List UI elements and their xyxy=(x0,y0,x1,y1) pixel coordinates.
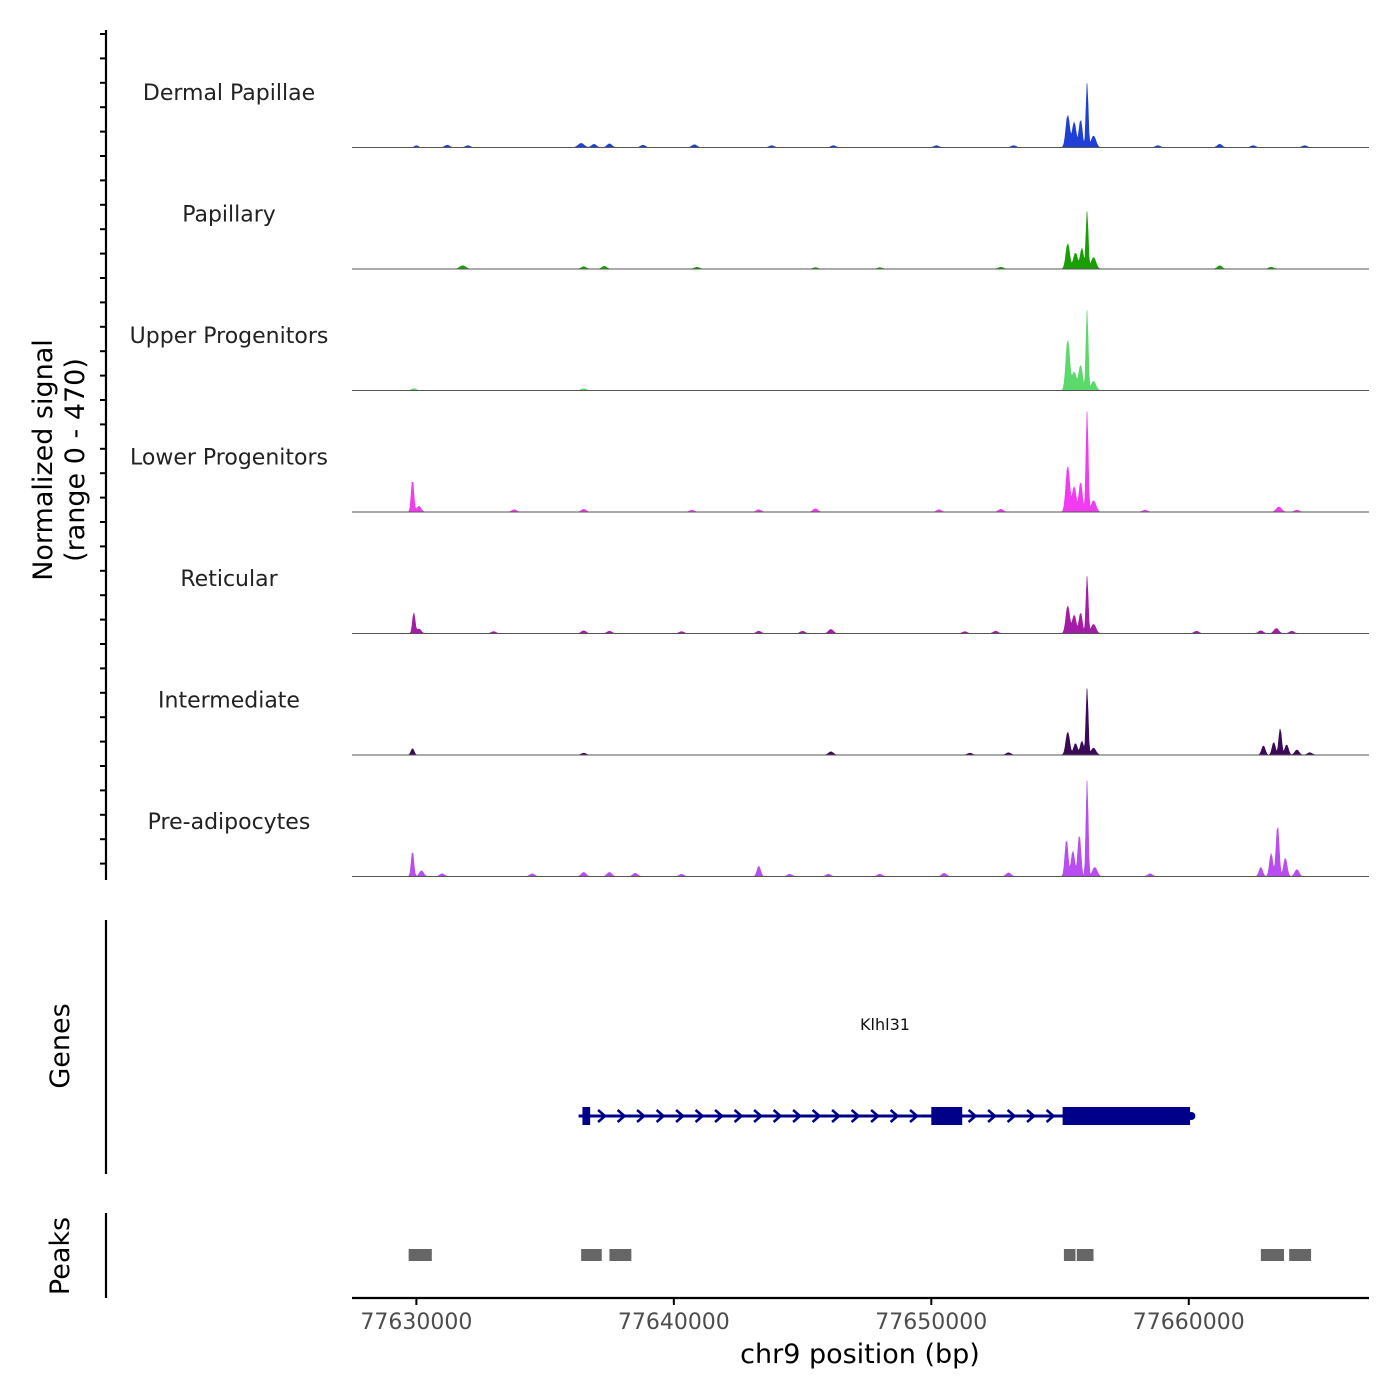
strand-arrow xyxy=(597,1109,607,1123)
y-axis-title: Normalized signal xyxy=(28,339,59,581)
gene-exon xyxy=(582,1107,591,1125)
strand-arrow xyxy=(967,1109,978,1123)
strand-arrow xyxy=(616,1109,627,1123)
track-dermal-papillae: Dermal Papillae xyxy=(143,81,1369,148)
peak-region xyxy=(1063,1249,1076,1261)
track-label-pre-adipocytes: Pre-adipocytes xyxy=(148,810,311,835)
genes-track: Klhl31 xyxy=(578,1015,1196,1125)
track-lower-progenitors: Lower Progenitors xyxy=(130,411,1369,513)
track-label-intermediate: Intermediate xyxy=(158,689,300,714)
track-label-reticular: Reticular xyxy=(180,567,278,592)
strand-arrow xyxy=(870,1109,880,1123)
x-axis-title: chr9 position (bp) xyxy=(740,1339,980,1370)
strand-arrow xyxy=(811,1109,822,1123)
track-upper-progenitors: Upper Progenitors xyxy=(130,310,1369,391)
x-axis-ticks: 77630000 77640000 77650000 77660000 xyxy=(360,1298,1245,1335)
peak-region xyxy=(609,1249,632,1261)
signal-y-axis-ticks xyxy=(100,33,106,865)
track-label-papillary: Papillary xyxy=(182,203,276,228)
genes-track-label: Genes xyxy=(45,1003,76,1088)
signal-tracks: Dermal Papillae Papillary Upper Progenitor… xyxy=(130,81,1369,877)
peak-region xyxy=(1076,1249,1094,1261)
strand-arrow xyxy=(753,1109,763,1123)
strand-arrow xyxy=(714,1109,724,1123)
peak-region xyxy=(581,1249,602,1261)
x-tick-label: 77630000 xyxy=(360,1310,472,1335)
peak-region xyxy=(408,1249,432,1261)
peaks-track-label: Peaks xyxy=(45,1217,76,1295)
strand-arrow xyxy=(889,1109,900,1123)
strand-arrow xyxy=(636,1109,646,1123)
strand-arrow xyxy=(987,1109,997,1123)
strand-arrow xyxy=(792,1109,802,1123)
gene-end-cap xyxy=(1187,1112,1196,1120)
strand-arrow xyxy=(694,1109,705,1123)
peak-region xyxy=(1260,1249,1285,1261)
track-intermediate: Intermediate xyxy=(158,689,1369,756)
strand-arrow xyxy=(850,1109,861,1123)
gene-exon xyxy=(1062,1107,1191,1125)
peaks-track xyxy=(408,1249,1312,1261)
strand-arrow xyxy=(1026,1109,1036,1123)
strand-arrow xyxy=(1006,1109,1017,1123)
x-tick-label: 77660000 xyxy=(1133,1310,1245,1335)
track-pre-adipocytes: Pre-adipocytes xyxy=(148,780,1369,877)
strand-arrow xyxy=(1045,1109,1056,1123)
x-tick-label: 77640000 xyxy=(618,1310,730,1335)
track-papillary: Papillary xyxy=(182,203,1369,270)
gene-label-klhl31: Klhl31 xyxy=(860,1015,910,1034)
gene-exon xyxy=(931,1107,963,1125)
strand-arrow xyxy=(675,1109,685,1123)
strand-arrow xyxy=(772,1109,783,1123)
strand-arrow xyxy=(909,1109,919,1123)
track-label-dermal-papillae: Dermal Papillae xyxy=(143,81,315,106)
peak-region xyxy=(1289,1249,1312,1261)
strand-arrow xyxy=(831,1109,841,1123)
strand-arrow xyxy=(655,1109,666,1123)
track-reticular: Reticular xyxy=(180,567,1369,634)
x-tick-label: 77650000 xyxy=(875,1310,987,1335)
strand-arrow xyxy=(733,1109,744,1123)
track-label-lower-progenitors: Lower Progenitors xyxy=(130,446,328,471)
track-label-upper-progenitors: Upper Progenitors xyxy=(130,324,329,349)
y-axis-range: (range 0 - 470) xyxy=(60,358,91,562)
